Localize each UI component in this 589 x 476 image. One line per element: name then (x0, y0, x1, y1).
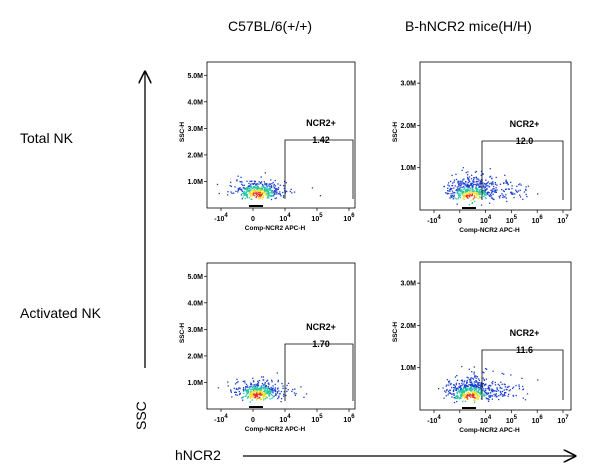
row-label-total-nk: Total NK (20, 130, 73, 146)
gate-name: NCR2+ (510, 119, 540, 129)
x-tick-label: 0 (458, 218, 462, 225)
x-tick-label: 105 (311, 414, 323, 424)
x-tick-label: 104 (480, 415, 492, 425)
gate-percentage: 12.0 (516, 136, 534, 146)
x-axis-label: Comp-NCR2 APC-H (245, 225, 306, 232)
y-tick-label: 3.0M (187, 126, 203, 133)
gate-percentage: 1.70 (312, 339, 330, 349)
x-tick-label: 105 (311, 213, 323, 223)
plot-frame (206, 262, 356, 410)
event-dots (216, 172, 322, 201)
y-axis-label: SSC-H (179, 323, 186, 344)
x-axis-label: Comp-NCR2 APC-H (459, 227, 520, 234)
y-axis-label: SSC-H (179, 122, 186, 143)
facs-panel: 3.0M 2.0M 1.0M -104 0 104 105 106 107 Comp-NCR2 A… (392, 261, 572, 434)
x-tick-label: 105 (506, 215, 518, 225)
column-title-humanized: B-hNCR2 mice(H/H) (405, 18, 532, 34)
x-tick-label: -104 (427, 415, 441, 425)
y-tick-label: 1.0M (187, 179, 203, 186)
y-tick-label: 5.0M (187, 274, 203, 281)
y-tick-label: 1.0M (400, 365, 416, 372)
y-tick-label: 2.0M (400, 123, 416, 130)
x-tick-label: 104 (279, 414, 291, 424)
x-axis-title: hNCR2 (175, 447, 221, 463)
ncr2-gate (284, 343, 354, 401)
x-tick-label: 106 (343, 414, 355, 424)
x-tick-label: -104 (214, 213, 228, 223)
y-tick-label: 2.0M (187, 152, 203, 159)
plot-frame (419, 61, 572, 211)
y-tick-label: 1.0M (187, 380, 203, 387)
x-tick-label: 106 (532, 215, 544, 225)
column-title-wildtype: C57BL/6(+/+) (228, 18, 313, 34)
x-tick-label: -104 (427, 215, 441, 225)
x-tick-label: -104 (214, 414, 228, 424)
row-label-activated-nk: Activated NK (20, 305, 101, 321)
x-axis-label: Comp-NCR2 APC-H (459, 427, 520, 434)
y-tick-label: 2.0M (187, 353, 203, 360)
x-axis-label: Comp-NCR2 APC-H (245, 426, 306, 433)
x-tick-label: 106 (343, 213, 355, 223)
x-tick-label: 107 (557, 215, 569, 225)
y-axis-label: SSC-H (392, 322, 399, 343)
ncr2-gate (481, 349, 564, 400)
ncr2-gate (284, 139, 354, 199)
x-tick-label: 107 (557, 415, 569, 425)
x-tick-label: 0 (458, 418, 462, 425)
event-dots (217, 372, 308, 403)
x-tick-label: 0 (251, 417, 255, 424)
facs-panel: 5.0M 4.0M 3.0M 2.0M 1.0M -104 0 104 105 106 Comp-N… (179, 61, 356, 232)
gate-name: NCR2+ (306, 322, 336, 332)
y-tick-label: 4.0M (187, 99, 203, 106)
gate-name: NCR2+ (306, 118, 336, 128)
axis-events (462, 207, 476, 209)
y-tick-label: 2.0M (400, 323, 416, 330)
axis-events (249, 406, 263, 408)
facs-panel: 5.0M 4.0M 3.0M 2.0M 1.0M -104 0 104 105 106 Comp-N… (179, 262, 356, 433)
y-tick-label: 3.0M (400, 81, 416, 88)
plot-frame (206, 61, 356, 209)
x-tick-label: 105 (506, 415, 518, 425)
y-tick-label: 3.0M (400, 281, 416, 288)
axis-events (462, 407, 476, 409)
x-tick-label: 106 (532, 415, 544, 425)
ncr2-gate (481, 140, 564, 200)
x-tick-label: 104 (480, 215, 492, 225)
plot-frame (419, 261, 572, 411)
y-tick-label: 3.0M (187, 327, 203, 334)
gate-name: NCR2+ (510, 328, 540, 338)
gate-percentage: 1.42 (312, 135, 330, 145)
y-tick-label: 5.0M (187, 73, 203, 80)
y-tick-label: 1.0M (400, 165, 416, 172)
x-tick-label: 0 (251, 216, 255, 223)
y-tick-label: 4.0M (187, 300, 203, 307)
axis-events (249, 205, 263, 207)
event-dots (438, 365, 539, 404)
facs-panel: 3.0M 2.0M 1.0M -104 0 104 105 106 107 Comp-NCR2 A… (392, 61, 572, 234)
event-dots (443, 167, 539, 206)
x-tick-label: 104 (279, 213, 291, 223)
gate-percentage: 11.6 (516, 345, 533, 355)
y-axis-label: SSC-H (392, 122, 399, 143)
